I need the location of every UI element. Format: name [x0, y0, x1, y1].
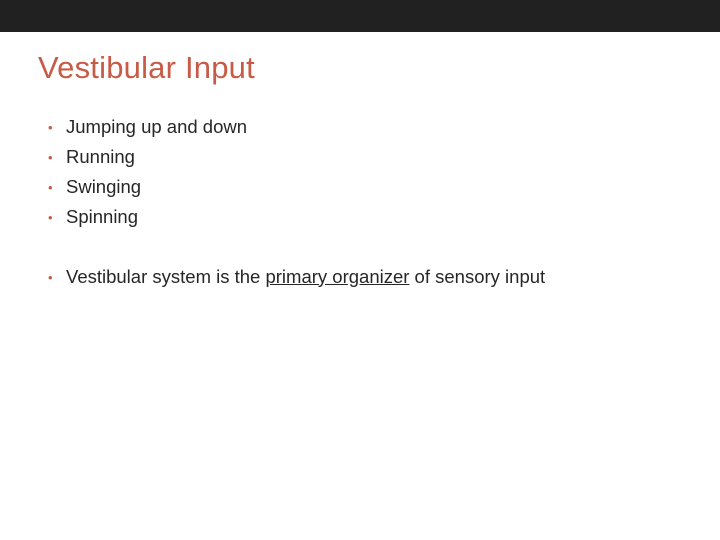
- bullet-item: • Spinning: [48, 204, 682, 230]
- bullet-text: Spinning: [66, 204, 138, 230]
- bullet-item: • Vestibular system is the primary organ…: [48, 264, 682, 290]
- bullet-dot-icon: •: [48, 264, 66, 287]
- bullet-item: • Jumping up and down: [48, 114, 682, 140]
- bullet-text-pre: Vestibular system is the: [66, 266, 265, 287]
- slide-content: Vestibular Input • Jumping up and down •…: [0, 32, 720, 289]
- bullet-dot-icon: •: [48, 174, 66, 197]
- bullet-text: Jumping up and down: [66, 114, 247, 140]
- bullet-text-underlined: primary organizer: [265, 266, 409, 287]
- slide-title: Vestibular Input: [38, 50, 682, 86]
- bullet-item: • Swinging: [48, 174, 682, 200]
- bullet-text: Running: [66, 144, 135, 170]
- top-bar: [0, 0, 720, 32]
- bullet-list: • Jumping up and down • Running • Swingi…: [38, 114, 682, 289]
- bullet-dot-icon: •: [48, 204, 66, 227]
- bullet-item: • Running: [48, 144, 682, 170]
- bullet-text: Swinging: [66, 174, 141, 200]
- bullet-dot-icon: •: [48, 144, 66, 167]
- spacer: [48, 234, 682, 264]
- bullet-text-composite: Vestibular system is the primary organiz…: [66, 264, 545, 290]
- bullet-text-post: of sensory input: [409, 266, 545, 287]
- bullet-dot-icon: •: [48, 114, 66, 137]
